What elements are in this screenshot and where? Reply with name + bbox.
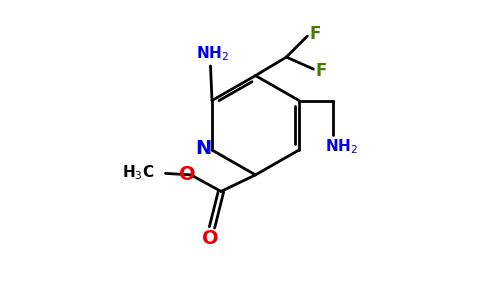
Text: N: N	[196, 139, 212, 158]
Text: O: O	[179, 164, 196, 184]
Text: NH$_2$: NH$_2$	[324, 137, 358, 156]
Text: F: F	[315, 61, 327, 80]
Text: NH$_2$: NH$_2$	[196, 44, 228, 63]
Text: H$_3$C: H$_3$C	[122, 164, 154, 182]
Text: O: O	[202, 229, 219, 248]
Text: F: F	[309, 25, 320, 43]
